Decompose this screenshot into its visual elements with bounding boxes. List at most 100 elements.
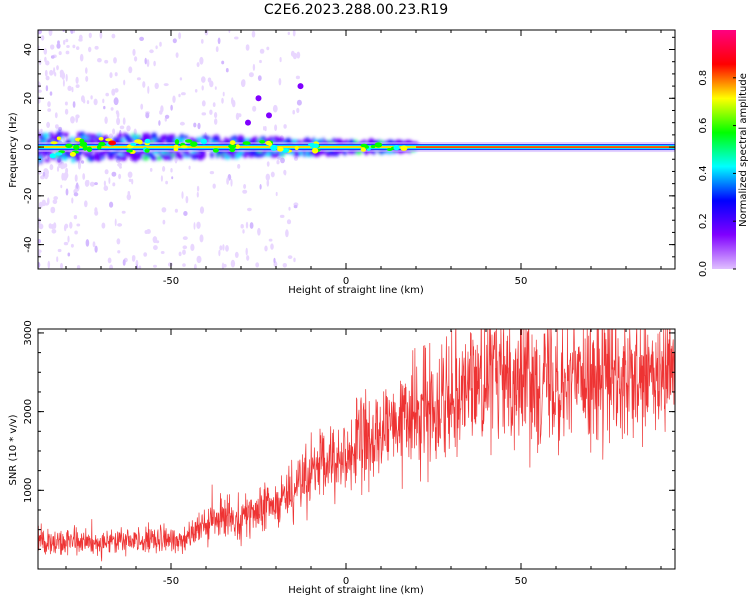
noise-speckle xyxy=(50,44,55,50)
noise-speckle xyxy=(38,201,43,209)
ridge-blob xyxy=(144,138,151,144)
noise-speckle xyxy=(279,57,282,63)
noise-speckle xyxy=(81,160,85,164)
ridge-blob xyxy=(50,141,58,145)
colorbar-tick-label: 0.6 xyxy=(698,118,709,134)
noise-speckle xyxy=(111,171,117,177)
snr-xlabel: Height of straight line (km) xyxy=(288,585,424,596)
ridge-blob xyxy=(79,138,85,143)
snr-ytick-label: 3000 xyxy=(23,320,34,345)
noise-speckle xyxy=(54,112,58,119)
noise-speckle xyxy=(113,97,119,106)
noise-speckle xyxy=(266,179,270,187)
noise-speckle xyxy=(234,36,239,40)
noise-speckle xyxy=(245,247,248,256)
spectrogram-ytick-label: 0 xyxy=(23,144,34,150)
noise-speckle xyxy=(196,255,202,264)
noise-speckle xyxy=(259,184,262,190)
spectral-cell xyxy=(177,152,181,156)
noise-speckle xyxy=(136,77,141,81)
noise-speckle xyxy=(276,160,280,165)
spectrogram-xtick-label: -50 xyxy=(163,276,179,287)
spectrogram-xlabel: Height of straight line (km) xyxy=(288,285,424,296)
noise-speckle xyxy=(66,45,70,48)
spectrogram-frame xyxy=(37,29,676,270)
noise-speckle xyxy=(63,241,69,246)
noise-speckle xyxy=(53,196,58,201)
ridge-blob xyxy=(259,140,266,144)
noise-speckle xyxy=(72,101,76,108)
noise-speckle xyxy=(116,117,121,126)
snr-frame xyxy=(37,328,676,570)
ridge-blob xyxy=(242,141,251,146)
noise-speckle xyxy=(154,82,159,90)
noise-speckle xyxy=(109,201,114,208)
spectral-cell xyxy=(201,135,208,140)
noise-speckle xyxy=(170,168,173,173)
noise-speckle xyxy=(38,223,44,230)
noise-speckle xyxy=(188,165,191,170)
noise-speckle xyxy=(193,222,196,230)
ridge-blob xyxy=(277,146,284,152)
noise-speckle xyxy=(116,238,121,245)
noise-speckle xyxy=(131,178,134,185)
ridge-blob xyxy=(126,149,133,153)
noise-speckle xyxy=(282,263,287,268)
spectral-cell xyxy=(42,133,50,138)
ridge-blob xyxy=(55,152,63,156)
noise-speckle xyxy=(172,38,177,44)
noise-speckle xyxy=(240,79,246,88)
noise-speckle xyxy=(84,200,88,208)
noise-speckle xyxy=(196,191,199,198)
ridge-blob xyxy=(313,143,319,149)
spectral-cell xyxy=(184,135,189,140)
spectral-ridge xyxy=(38,136,675,159)
ridge-blob xyxy=(386,148,393,151)
noise-speckle xyxy=(75,76,79,84)
spectral-cell xyxy=(260,153,266,157)
spectral-cell xyxy=(206,136,211,141)
ridge-blob xyxy=(364,145,369,149)
noise-speckle xyxy=(103,185,109,191)
noise-speckle xyxy=(62,39,66,45)
noise-speckle xyxy=(38,251,41,257)
noise-speckle xyxy=(54,72,57,77)
noise-speckle xyxy=(114,218,117,227)
spectral-cell xyxy=(88,138,93,144)
noise-speckle xyxy=(38,99,41,104)
noise-speckle xyxy=(217,37,221,45)
noise-speckle xyxy=(99,31,103,39)
noise-speckle xyxy=(74,230,78,235)
noise-speckle xyxy=(109,72,113,79)
noise-speckle xyxy=(94,45,99,50)
colorbar-ticks: 0.0 0.2 0.4 0.6 0.8 xyxy=(698,70,736,277)
noise-speckle xyxy=(133,128,137,136)
noise-speckle xyxy=(62,137,65,142)
noise-speckle xyxy=(107,257,112,264)
noise-speckle xyxy=(140,103,144,110)
noise-speckle xyxy=(201,112,207,116)
snr-panel: -50 0 50 1000 2000 3000 Height of straight li… xyxy=(8,320,676,596)
noise-speckle xyxy=(270,171,275,178)
ridge-blob xyxy=(69,151,76,157)
noise-speckle xyxy=(126,125,131,132)
spectral-blob xyxy=(245,119,251,126)
noise-speckle xyxy=(293,205,298,209)
noise-speckle xyxy=(94,182,98,186)
noise-speckle xyxy=(123,79,126,86)
noise-speckle xyxy=(50,55,55,59)
noise-speckle xyxy=(85,75,89,82)
noise-speckle xyxy=(230,178,233,187)
noise-speckle xyxy=(212,102,216,107)
spectral-blob xyxy=(297,83,304,90)
noise-speckle xyxy=(222,91,225,97)
noise-speckle xyxy=(266,46,270,51)
spectral-cell xyxy=(112,137,119,142)
noise-speckle xyxy=(51,229,57,234)
noise-speckle xyxy=(104,116,108,124)
noise-speckle xyxy=(181,191,184,199)
noise-speckle xyxy=(214,86,217,90)
noise-speckle xyxy=(86,100,90,105)
noise-speckle xyxy=(144,57,147,65)
noise-speckle xyxy=(160,251,165,254)
